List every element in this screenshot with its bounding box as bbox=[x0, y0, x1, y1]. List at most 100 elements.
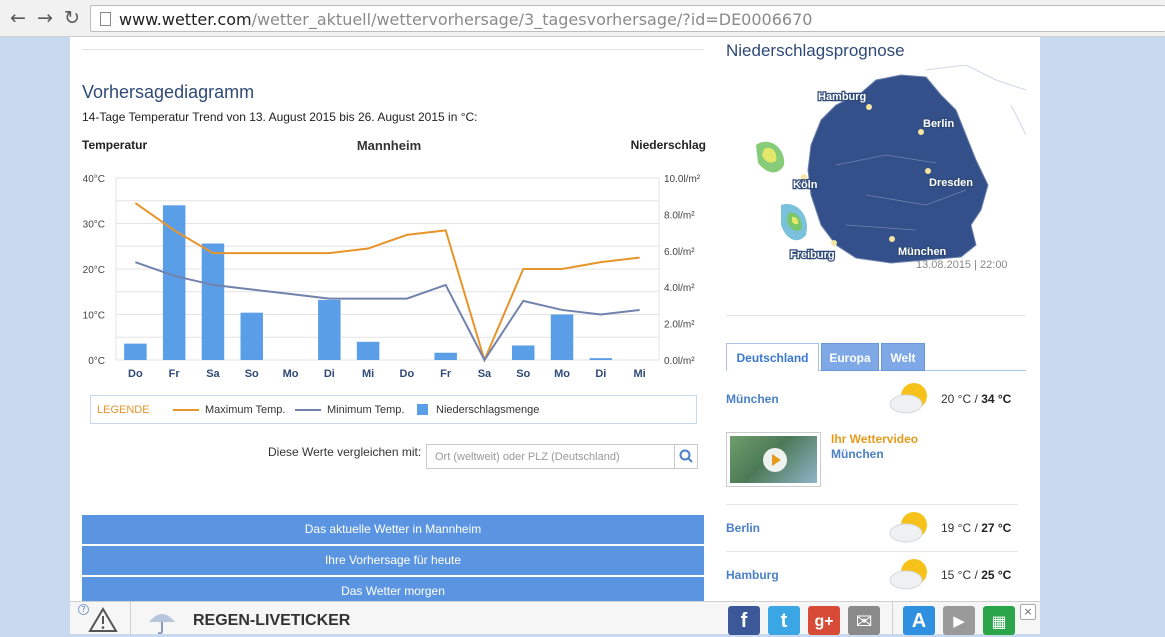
temp-min: 15 °C bbox=[941, 568, 972, 582]
compare-location-input[interactable] bbox=[426, 444, 675, 469]
windows-store-icon[interactable]: ▦ bbox=[983, 606, 1015, 635]
url-text[interactable]: www.wetter.com/wetter_aktuell/wettervorh… bbox=[119, 10, 812, 29]
arrow-left-icon[interactable]: ← bbox=[10, 7, 26, 29]
map-germany-shape bbox=[807, 74, 989, 264]
x-tick-label: Do bbox=[400, 368, 415, 380]
precip-bars bbox=[124, 205, 613, 360]
liveticker-label[interactable]: REGEN-LIVETICKER bbox=[193, 612, 351, 629]
twitter-icon[interactable]: t bbox=[768, 606, 800, 635]
compare-search-button[interactable] bbox=[674, 444, 698, 469]
chart-legend: LEGENDE Maximum Temp. Minimum Temp. Nied… bbox=[90, 395, 697, 424]
precip-bar bbox=[124, 343, 147, 360]
temp-line bbox=[135, 261, 640, 362]
map-city-muenchen: München bbox=[898, 246, 947, 258]
map-title: Niederschlagsprognose bbox=[726, 41, 905, 60]
forecast-today-link[interactable]: Ihre Vorhersage für heute bbox=[82, 546, 704, 575]
precip-bar bbox=[318, 299, 341, 360]
chart-title: Mannheim bbox=[357, 138, 421, 153]
precip-bar bbox=[434, 352, 457, 360]
temp-separator: / bbox=[974, 521, 978, 535]
divider bbox=[726, 551, 1018, 552]
temp-max: 25 °C bbox=[981, 568, 1012, 582]
left-tick-label: 20°C bbox=[83, 265, 105, 276]
forecast-temp-hamburg: 15 °C / 25 °C bbox=[941, 568, 1011, 582]
legend-title: LEGENDE bbox=[97, 404, 150, 416]
forecast-city-hamburg[interactable]: Hamburg bbox=[726, 568, 779, 582]
tab-welt[interactable]: Welt bbox=[881, 343, 925, 371]
forecast-city-berlin[interactable]: Berlin bbox=[726, 521, 761, 535]
left-axis-title: Temperatur bbox=[82, 138, 147, 152]
x-tick-label: Sa bbox=[206, 368, 220, 380]
legend-swatch-precip bbox=[417, 404, 428, 415]
right-tick-label: 10.0l/m² bbox=[664, 174, 701, 185]
sidebar: Niederschlagsprognose Hamburg Berlin Köl… bbox=[726, 37, 1030, 601]
url-host: www.wetter.com bbox=[119, 10, 252, 29]
left-tick-label: 10°C bbox=[83, 311, 105, 322]
divider bbox=[726, 315, 1026, 316]
map-timestamp: 13.08.2015 | 22:00 bbox=[916, 259, 1008, 271]
facebook-icon[interactable]: f bbox=[728, 606, 760, 635]
play-icon[interactable] bbox=[763, 448, 787, 472]
video-city[interactable]: München bbox=[831, 447, 884, 461]
tab-europa[interactable]: Europa bbox=[821, 343, 879, 371]
search-icon bbox=[679, 449, 693, 463]
map-city-dresden: Dresden bbox=[929, 177, 973, 189]
forecast-city-muenchen[interactable]: München bbox=[726, 392, 779, 406]
temp-separator: / bbox=[974, 392, 978, 406]
temp-min: 19 °C bbox=[941, 521, 972, 535]
divider bbox=[82, 49, 704, 50]
temperature-lines bbox=[134, 202, 640, 363]
mail-icon[interactable]: ✉ bbox=[848, 606, 880, 635]
video-title[interactable]: Ihr Wettervideo bbox=[831, 432, 919, 446]
google-plus-icon[interactable]: g+ bbox=[808, 606, 840, 635]
precip-bar bbox=[201, 243, 225, 360]
precipitation-map[interactable]: Hamburg Berlin Köln Dresden Freiburg Mün… bbox=[726, 65, 1030, 265]
right-tick-label: 0.0l/m² bbox=[664, 356, 695, 367]
arrow-right-icon[interactable]: → bbox=[37, 7, 53, 29]
url-path: /wetter_aktuell/wettervorhersage/3_tages… bbox=[251, 10, 813, 29]
left-tick-label: 40°C bbox=[83, 174, 105, 185]
legend-swatch-max bbox=[173, 409, 199, 411]
weather-video-thumbnail[interactable] bbox=[726, 432, 821, 487]
legend-label-precip: Niederschlagsmenge bbox=[436, 404, 540, 416]
close-icon[interactable]: × bbox=[1020, 604, 1036, 620]
warning-icon bbox=[88, 607, 118, 632]
google-play-icon[interactable]: ▶ bbox=[943, 606, 975, 635]
help-icon[interactable]: ? bbox=[78, 604, 89, 615]
x-tick-label: Mo bbox=[554, 368, 570, 380]
page-content: Vorhersagediagramm 14-Tage Temperatur Tr… bbox=[70, 37, 1040, 601]
right-tick-label: 2.0l/m² bbox=[664, 320, 695, 331]
temp-max: 27 °C bbox=[981, 521, 1012, 535]
compare-label: Diese Werte vergleichen mit: bbox=[268, 445, 422, 459]
rain-liveticker-bar: ? REGEN-LIVETICKER f t g+ ✉ A ▶ ▦ × bbox=[70, 601, 1040, 635]
forecast-temp-muenchen: 20 °C / 34 °C bbox=[941, 392, 1011, 406]
map-city-hamburg: Hamburg bbox=[818, 91, 866, 103]
map-city-koeln: Köln bbox=[793, 179, 818, 191]
chart-subtitle: 14-Tage Temperatur Trend von 13. August … bbox=[82, 110, 478, 124]
tab-deutschland[interactable]: Deutschland bbox=[726, 343, 819, 371]
x-tick-label: So bbox=[245, 368, 259, 380]
temp-max: 34 °C bbox=[981, 392, 1012, 406]
precip-bar bbox=[162, 205, 186, 360]
x-tick-label: Mi bbox=[362, 368, 374, 380]
weather-tomorrow-link[interactable]: Das Wetter morgen bbox=[82, 577, 704, 601]
x-tick-label: Mo bbox=[283, 368, 299, 380]
app-store-icon[interactable]: A bbox=[903, 606, 935, 635]
left-tick-label: 30°C bbox=[83, 220, 105, 231]
address-bar[interactable]: www.wetter.com/wetter_aktuell/wettervorh… bbox=[90, 5, 1165, 32]
x-tick-label: So bbox=[516, 368, 530, 380]
divider bbox=[130, 602, 131, 635]
temp-separator: / bbox=[974, 568, 978, 582]
legend-swatch-min bbox=[295, 409, 321, 411]
temp-line bbox=[134, 202, 640, 363]
x-tick-label: Di bbox=[595, 368, 606, 380]
sun-cloud-icon bbox=[889, 512, 927, 543]
umbrella-icon bbox=[149, 614, 175, 634]
map-city-berlin: Berlin bbox=[923, 118, 954, 130]
right-axis-title: Niederschlag bbox=[631, 138, 706, 152]
x-tick-label: Mi bbox=[633, 368, 645, 380]
reload-icon[interactable]: ↻ bbox=[64, 7, 80, 29]
left-tick-label: 0°C bbox=[88, 356, 105, 367]
axis-ticks: 0°C 10°C 20°C 30°C 40°C 0.0l/m² 2.0l/m² 4.0l/m²… bbox=[83, 174, 701, 380]
current-weather-link[interactable]: Das aktuelle Wetter in Mannheim bbox=[82, 515, 704, 544]
